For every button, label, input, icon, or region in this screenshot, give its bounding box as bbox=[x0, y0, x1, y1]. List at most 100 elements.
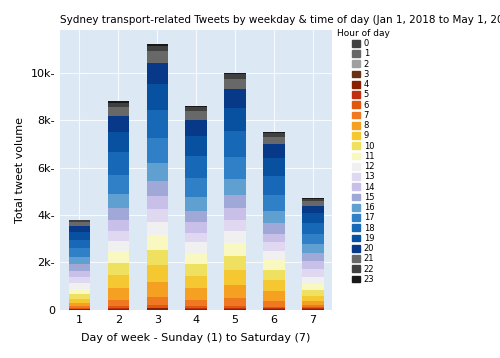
Bar bbox=[264, 176, 284, 195]
Bar bbox=[264, 251, 284, 260]
Bar bbox=[302, 269, 324, 277]
Bar bbox=[186, 178, 207, 197]
Bar bbox=[68, 226, 90, 232]
Bar bbox=[146, 196, 168, 209]
Bar bbox=[146, 138, 168, 163]
Bar bbox=[224, 208, 246, 220]
Bar bbox=[186, 106, 207, 107]
Bar bbox=[146, 235, 168, 250]
Bar bbox=[108, 220, 129, 231]
Bar bbox=[68, 277, 90, 283]
Bar bbox=[264, 223, 284, 233]
Bar bbox=[186, 253, 207, 264]
Bar bbox=[186, 233, 207, 242]
Bar bbox=[146, 63, 168, 83]
Bar bbox=[68, 232, 90, 240]
Bar bbox=[108, 208, 129, 220]
Bar bbox=[68, 240, 90, 248]
Bar bbox=[146, 222, 168, 235]
Bar bbox=[146, 110, 168, 138]
Bar bbox=[264, 158, 284, 176]
Bar bbox=[264, 233, 284, 242]
Bar bbox=[68, 306, 90, 308]
Bar bbox=[186, 264, 207, 276]
Bar bbox=[146, 305, 168, 308]
Bar bbox=[302, 308, 324, 309]
Bar bbox=[108, 194, 129, 208]
Bar bbox=[186, 111, 207, 120]
Bar bbox=[186, 136, 207, 156]
X-axis label: Day of week - Sunday (1) to Saturday (7): Day of week - Sunday (1) to Saturday (7) bbox=[82, 333, 311, 343]
Bar bbox=[302, 305, 324, 308]
Bar bbox=[186, 197, 207, 211]
Bar bbox=[108, 251, 129, 263]
Bar bbox=[146, 250, 168, 265]
Bar bbox=[302, 284, 324, 290]
Bar bbox=[186, 309, 207, 310]
Bar bbox=[224, 108, 246, 131]
Legend: 0, 1, 2, 3, 4, 5, 6, 7, 8, 9, 10, 11, 12, 13, 14, 15, 16, 17, 18, 19, 20, 21, 22: 0, 1, 2, 3, 4, 5, 6, 7, 8, 9, 10, 11, 12… bbox=[335, 27, 392, 285]
Bar bbox=[264, 144, 284, 158]
Bar bbox=[108, 231, 129, 241]
Bar bbox=[264, 132, 284, 133]
Bar bbox=[146, 209, 168, 222]
Bar bbox=[264, 291, 284, 301]
Bar bbox=[68, 264, 90, 271]
Bar bbox=[186, 300, 207, 306]
Bar bbox=[264, 308, 284, 309]
Bar bbox=[146, 83, 168, 110]
Y-axis label: Total tweet volume: Total tweet volume bbox=[15, 117, 25, 223]
Bar bbox=[224, 306, 246, 308]
Bar bbox=[224, 89, 246, 108]
Bar bbox=[108, 263, 129, 275]
Bar bbox=[68, 299, 90, 303]
Bar bbox=[108, 153, 129, 175]
Bar bbox=[186, 222, 207, 233]
Bar bbox=[186, 242, 207, 253]
Bar bbox=[264, 280, 284, 291]
Bar bbox=[68, 248, 90, 257]
Bar bbox=[264, 137, 284, 144]
Bar bbox=[68, 257, 90, 264]
Bar bbox=[146, 282, 168, 297]
Bar bbox=[68, 309, 90, 310]
Bar bbox=[224, 131, 246, 156]
Bar bbox=[302, 296, 324, 301]
Bar bbox=[302, 290, 324, 296]
Bar bbox=[302, 201, 324, 205]
Bar bbox=[146, 309, 168, 310]
Bar bbox=[108, 103, 129, 107]
Bar bbox=[264, 270, 284, 280]
Bar bbox=[186, 276, 207, 288]
Bar bbox=[302, 244, 324, 253]
Bar bbox=[224, 309, 246, 310]
Bar bbox=[264, 212, 284, 223]
Bar bbox=[108, 309, 129, 310]
Bar bbox=[224, 298, 246, 306]
Bar bbox=[264, 260, 284, 270]
Bar bbox=[108, 107, 129, 116]
Bar bbox=[302, 253, 324, 261]
Bar bbox=[186, 107, 207, 111]
Text: Sydney transport-related Tweets by weekday & time of day (Jan 1, 2018 to May 1, : Sydney transport-related Tweets by weekd… bbox=[60, 15, 500, 25]
Bar bbox=[68, 294, 90, 299]
Bar bbox=[146, 181, 168, 196]
Bar bbox=[224, 270, 246, 285]
Bar bbox=[302, 234, 324, 244]
Bar bbox=[146, 163, 168, 181]
Bar bbox=[108, 306, 129, 308]
Bar bbox=[224, 220, 246, 231]
Bar bbox=[302, 261, 324, 269]
Bar bbox=[108, 308, 129, 309]
Bar bbox=[224, 256, 246, 270]
Bar bbox=[264, 195, 284, 212]
Bar bbox=[68, 303, 90, 306]
Bar bbox=[68, 289, 90, 294]
Bar bbox=[108, 275, 129, 288]
Bar bbox=[146, 46, 168, 51]
Bar bbox=[186, 288, 207, 300]
Bar bbox=[108, 175, 129, 194]
Bar bbox=[302, 223, 324, 234]
Bar bbox=[68, 221, 90, 222]
Bar bbox=[224, 73, 246, 74]
